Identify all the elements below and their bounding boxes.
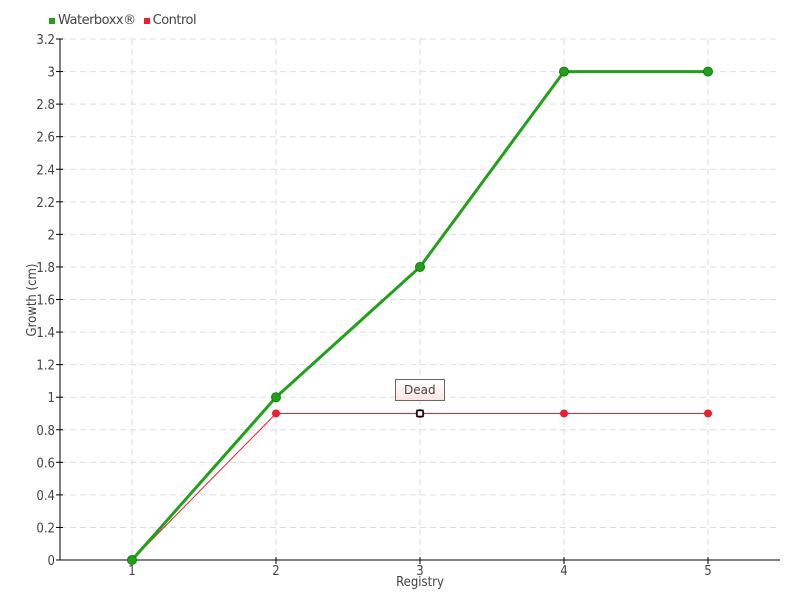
- data-point: [559, 66, 569, 77]
- y-tick-label: 3: [48, 66, 55, 81]
- y-tick-label: 1.6: [36, 294, 55, 309]
- y-tick-label: 0.8: [36, 424, 55, 439]
- x-tick-label: 4: [560, 564, 567, 579]
- y-tick-label: 2.8: [36, 98, 55, 113]
- legend-swatch: [143, 17, 150, 24]
- x-tick-label: 3: [416, 564, 423, 579]
- legend-swatch: [49, 17, 55, 24]
- x-tick-label: 5: [704, 564, 711, 579]
- y-tick-label: 0.6: [36, 456, 55, 471]
- data-point: [271, 392, 281, 403]
- y-tick-label: 1.8: [36, 261, 55, 276]
- y-axis-label: Growth (cm): [25, 264, 40, 337]
- annotation-text: Dead: [404, 383, 436, 398]
- y-tick-label: 3.2: [36, 33, 55, 48]
- data-point: [415, 261, 425, 272]
- y-tick-label: 2.2: [36, 196, 55, 211]
- legend: Waterboxx® Control: [49, 13, 197, 28]
- y-tick-label: 1.2: [36, 359, 55, 374]
- annotation-tooltip: Dead: [395, 379, 445, 402]
- y-tick-label: 0.4: [36, 489, 55, 504]
- y-tick-label: 2.6: [36, 131, 55, 146]
- y-tick-label: 1.4: [36, 326, 55, 341]
- data-point: [703, 66, 713, 77]
- legend-item-control[interactable]: Control: [143, 13, 197, 28]
- x-tick-label: 1: [128, 564, 135, 579]
- data-point-marker: [416, 409, 424, 418]
- series-line: [131, 412, 708, 561]
- y-tick-label: 2.4: [36, 163, 55, 178]
- y-tick-label: 0: [48, 554, 55, 569]
- x-tick-label: 2: [272, 564, 279, 579]
- y-tick-label: 1: [48, 391, 55, 406]
- data-point: [560, 409, 568, 418]
- data-point: [272, 409, 280, 418]
- y-tick-label: 0.2: [36, 521, 55, 536]
- data-point: [127, 555, 137, 565]
- y-tick-label: 2: [48, 228, 55, 243]
- x-axis-label: Registry: [396, 575, 444, 590]
- legend-item-waterboxx[interactable]: Waterboxx®: [49, 13, 136, 28]
- legend-label: Control: [152, 13, 197, 28]
- legend-label: Waterboxx®: [58, 13, 136, 28]
- data-point: [704, 409, 712, 418]
